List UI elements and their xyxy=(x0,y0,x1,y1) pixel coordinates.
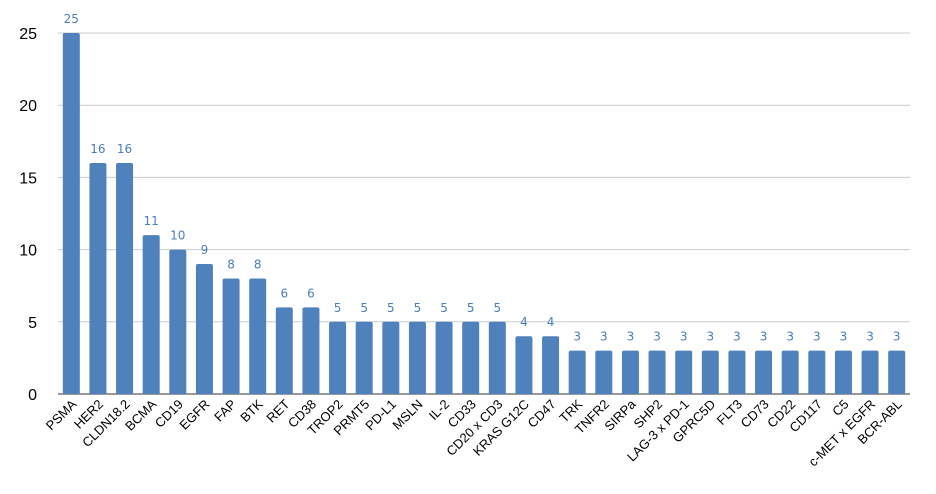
bar xyxy=(621,350,639,394)
bar xyxy=(382,321,400,394)
bar xyxy=(116,162,134,394)
bar xyxy=(195,264,213,394)
x-tick-label: EGFR xyxy=(176,397,212,433)
x-tick-label: BTK xyxy=(237,396,266,425)
bar xyxy=(861,350,879,394)
x-axis-labels: PSMAHER2CLDN18.2BCMACD19EGFRFAPBTKRETCD3… xyxy=(43,396,905,469)
data-label: 3 xyxy=(813,330,821,344)
bar xyxy=(728,350,746,394)
x-tick-label: CD73 xyxy=(738,397,772,431)
bar xyxy=(62,33,80,394)
bar xyxy=(542,336,560,394)
bar xyxy=(488,321,506,394)
data-label: 6 xyxy=(280,286,288,300)
y-axis-ticks: 0 5 10 15 20 25 xyxy=(19,26,37,404)
bars xyxy=(62,33,906,394)
data-label: 3 xyxy=(786,330,794,344)
bar xyxy=(302,307,320,394)
y-tick-label: 25 xyxy=(19,26,37,43)
data-label: 4 xyxy=(520,315,528,329)
data-label: 5 xyxy=(334,301,342,315)
data-label: 10 xyxy=(170,229,185,243)
data-label: 4 xyxy=(547,315,555,329)
data-label: 5 xyxy=(467,301,475,315)
y-tick-label: 10 xyxy=(19,243,37,260)
y-tick-label: 20 xyxy=(19,98,37,115)
y-tick-label: 5 xyxy=(28,315,37,332)
data-label: 8 xyxy=(254,257,262,271)
bar xyxy=(755,350,773,394)
bar xyxy=(781,350,799,394)
x-tick-label: PSMA xyxy=(43,396,80,433)
x-tick-label: FAP xyxy=(211,397,239,425)
x-tick-label: MSLN xyxy=(389,397,425,433)
data-label: 16 xyxy=(117,142,132,156)
data-label: 3 xyxy=(840,330,848,344)
data-label: 3 xyxy=(627,330,635,344)
bar xyxy=(435,321,453,394)
data-label: 5 xyxy=(360,301,368,315)
bar xyxy=(595,350,613,394)
data-label: 3 xyxy=(733,330,741,344)
bar xyxy=(675,350,693,394)
bar xyxy=(89,162,107,394)
data-label: 11 xyxy=(144,214,159,228)
bar xyxy=(222,278,240,394)
bar xyxy=(142,235,160,394)
bar xyxy=(701,350,719,394)
data-label: 5 xyxy=(493,301,501,315)
bar xyxy=(355,321,373,394)
data-label: 6 xyxy=(307,286,315,300)
data-label: 5 xyxy=(440,301,448,315)
data-label: 3 xyxy=(680,330,688,344)
bar xyxy=(834,350,852,394)
bar xyxy=(329,321,347,394)
data-label: 3 xyxy=(653,330,661,344)
bar xyxy=(648,350,666,394)
data-label: 3 xyxy=(600,330,608,344)
data-label: 8 xyxy=(227,257,235,271)
data-label: 3 xyxy=(573,330,581,344)
y-tick-label: 15 xyxy=(19,170,37,187)
bar xyxy=(462,321,480,394)
x-tick-label: BCMA xyxy=(122,396,159,433)
x-tick-label: SIRPa xyxy=(601,396,639,434)
data-label: 3 xyxy=(706,330,714,344)
y-tick-label: 0 xyxy=(28,387,37,404)
data-label: 3 xyxy=(760,330,768,344)
bar xyxy=(408,321,426,394)
bar xyxy=(249,278,267,394)
data-label: 5 xyxy=(387,301,395,315)
data-label: 25 xyxy=(64,12,79,26)
bar xyxy=(515,336,533,394)
data-label: 9 xyxy=(201,243,209,257)
bar xyxy=(888,350,906,394)
data-label: 3 xyxy=(866,330,874,344)
bar xyxy=(275,307,293,394)
data-labels: 25 16 16 11 10 9 8 8 6 6 5 5 5 5 5 5 5 4 4 3 3 3 3 3 3 3 3 3 3 3 3 3 xyxy=(64,12,901,344)
data-label: 3 xyxy=(893,330,901,344)
data-label: 5 xyxy=(414,301,422,315)
data-label: 16 xyxy=(90,142,105,156)
bar xyxy=(568,350,586,394)
bar xyxy=(169,249,187,394)
x-tick-label: CD47 xyxy=(525,397,559,431)
bar xyxy=(808,350,826,394)
x-tick-label: PD-L1 xyxy=(362,397,399,434)
